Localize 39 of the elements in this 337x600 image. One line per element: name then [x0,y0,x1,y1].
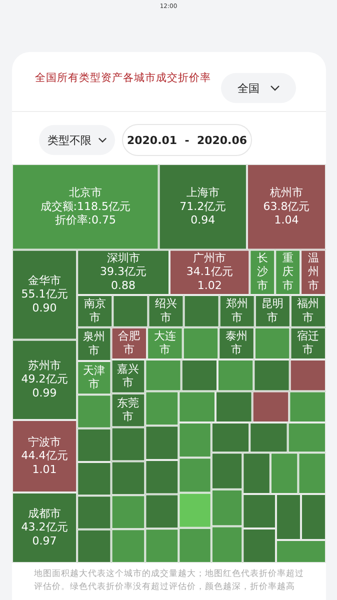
category-label: 绍兴市 [154,297,177,324]
category-label: 深圳市 [106,251,140,264]
category-label: 重庆市 [282,251,294,292]
category-label: 广州市 [193,251,226,264]
data-label: 63.8亿元 1.04 [263,200,310,226]
category-label: 福州市 [297,297,320,324]
category-label: 郑州市 [226,297,248,324]
category-label: 成都市 [28,506,62,520]
text: 全国所有类型资产各城市成交折价率 [35,71,211,85]
category-label: 金华市 [28,274,62,287]
data-label: 39.3亿元 0.88 [100,265,147,292]
text: 2020.01 - 2020.06 [122,124,252,156]
category-label: 上海市 [186,186,220,199]
category-label: 泰州市 [226,329,248,356]
category-label: 宁波市 [28,435,62,448]
text: 地图面积越大代表这个城市的成交量越大；地图红色代表折价率超过评估价。绿色代表折价率没有超过评估价，颜色越深，折价率越高 [34,568,304,594]
data-label: 55.1亿元 0.90 [21,288,68,314]
category-label: 东莞市 [117,396,140,424]
category-label: 北京市 [68,186,102,199]
category-label: 宿迁市 [297,329,320,356]
data-label: 34.1亿元 1.02 [186,265,233,292]
category-label: 泉州市 [83,330,106,357]
data-label: 49.2亿元 0.99 [21,372,68,400]
category-label: 杭州市 [268,186,303,199]
data-label: 44.4亿元 1.01 [21,449,68,476]
category-label: 天津市 [83,364,106,391]
category-label: 温州市 [308,251,319,292]
category-label: 昆明市 [262,297,284,324]
category-label: 南京市 [84,297,106,324]
data-label: 成交额:118.5亿元折价率:0.75 [40,200,130,226]
category-label: 嘉兴市 [117,362,140,390]
data-label: 71.2亿元 0.94 [180,200,226,226]
category-label: 合肥市 [118,329,140,356]
category-label: 长沙市 [256,251,268,292]
text: 类型不限 [48,132,92,148]
category-label: 苏州市 [28,358,62,372]
category-label: 大连市 [154,329,176,356]
data-label: 43.2亿元 0.97 [21,520,68,548]
text: 全国 [238,80,260,96]
